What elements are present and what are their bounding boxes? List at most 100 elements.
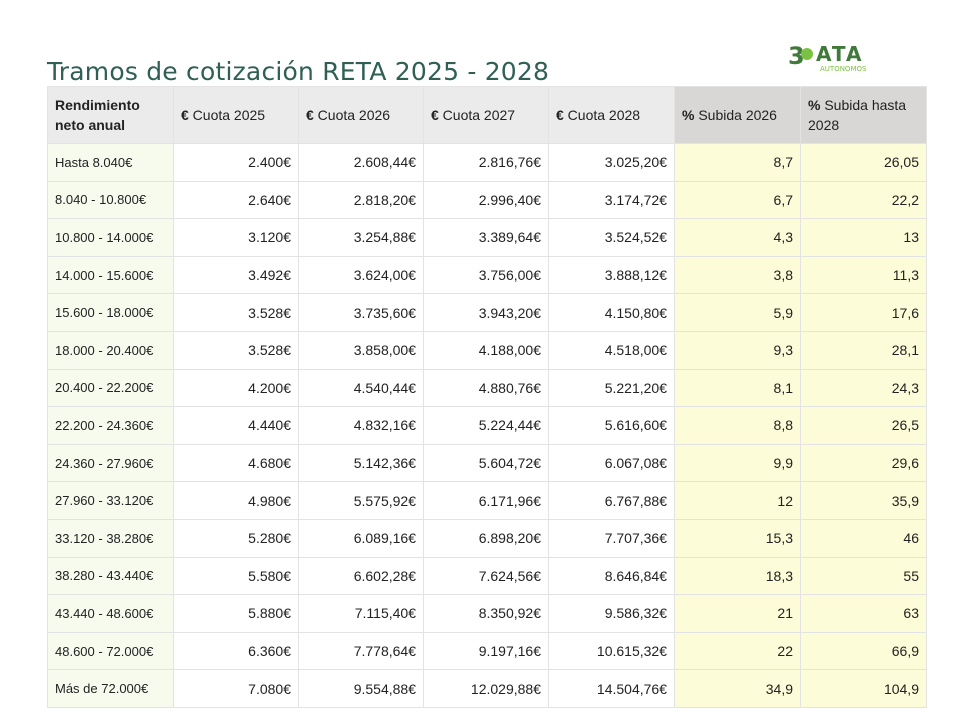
quota-cell: 3.858,00€ [298,330,424,370]
cotizacion-table: Rendimiento neto anual € Cuota 2025 € Cuot… [47,86,927,708]
income-range-cell: 15.600 - 18.000€ [47,293,174,332]
quota-cell: 2.996,40€ [423,180,549,220]
quota-cell: 3.943,20€ [423,293,549,332]
quota-cell: 2.400€ [173,143,299,182]
table-row: 20.400 - 22.200€ 4.200€ 4.540,44€ 4.880,76€… [47,368,927,408]
quota-cell: 6.767,88€ [548,481,675,520]
income-range-cell: Más de 72.000€ [47,669,174,708]
quota-cell: 5.142,36€ [298,443,424,483]
percent-cell: 12 [674,481,801,520]
quota-cell: 8.350,92€ [423,594,549,633]
quota-cell: 3.756,00€ [423,255,549,295]
header-label: Subida 2026 [694,107,777,123]
quota-cell: 3.120€ [173,218,299,257]
percent-cell: 29,6 [800,443,927,483]
quota-cell: 5.880€ [173,594,299,633]
quota-cell: 4.150,80€ [548,293,675,332]
table-row: 38.280 - 43.440€ 5.580€ 6.602,28€ 7.624,56€… [47,556,927,596]
quota-cell: 7.778,64€ [298,631,424,671]
quota-cell: 6.898,20€ [423,518,549,558]
quota-cell: 3.735,60€ [298,293,424,332]
quota-cell: 3.524,52€ [548,218,675,257]
svg-text:ATA: ATA [816,42,864,66]
percent-cell: 22,2 [800,180,927,220]
quota-cell: 3.528€ [173,330,299,370]
table-row: Más de 72.000€ 7.080€ 9.554,88€ 12.029,88€ 1… [47,669,927,708]
quota-cell: 4.200€ [173,368,299,408]
ata-autonomos-logo: 3 ATA AUTONOMOS [788,42,886,73]
quota-cell: 3.025,20€ [548,143,675,182]
percent-cell: 28,1 [800,330,927,370]
quota-cell: 4.880,76€ [423,368,549,408]
column-header: € Cuota 2026 [298,86,424,144]
svg-text:3: 3 [788,42,805,70]
percent-cell: 104,9 [800,669,927,708]
percent-cell: 21 [674,594,801,633]
income-range-cell: 24.360 - 27.960€ [47,443,174,483]
quota-cell: 5.575,92€ [298,481,424,520]
percent-cell: 24,3 [800,368,927,408]
percent-cell: 35,9 [800,481,927,520]
income-range-cell: 22.200 - 24.360€ [47,406,174,445]
quota-cell: 3.624,00€ [298,255,424,295]
header-label: Subida hasta 2028 [808,97,907,133]
quota-cell: 6.360€ [173,631,299,671]
header-symbol: Rendimiento neto anual [55,97,140,133]
quota-cell: 14.504,76€ [548,669,675,708]
table-row: 15.600 - 18.000€ 3.528€ 3.735,60€ 3.943,20€… [47,293,927,332]
table-row: 14.000 - 15.600€ 3.492€ 3.624,00€ 3.756,00€… [47,255,927,295]
header-label: Cuota 2028 [563,107,641,123]
quota-cell: 4.188,00€ [423,330,549,370]
quota-cell: 5.280€ [173,518,299,558]
percent-cell: 15,3 [674,518,801,558]
income-range-cell: 8.040 - 10.800€ [47,180,174,220]
income-range-cell: 27.960 - 33.120€ [47,481,174,520]
income-range-cell: 14.000 - 15.600€ [47,255,174,295]
table-row: Hasta 8.040€ 2.400€ 2.608,44€ 2.816,76€ 3.02… [47,143,927,182]
quota-cell: 4.518,00€ [548,330,675,370]
quota-cell: 2.816,76€ [423,143,549,182]
quota-cell: 5.616,60€ [548,406,675,445]
income-range-cell: 10.800 - 14.000€ [47,218,174,257]
column-header: € Cuota 2027 [423,86,549,144]
quota-cell: 4.680€ [173,443,299,483]
percent-cell: 8,7 [674,143,801,182]
quota-cell: 3.888,12€ [548,255,675,295]
header-label: Cuota 2027 [438,107,516,123]
header-label: Cuota 2025 [188,107,266,123]
quota-cell: 7.115,40€ [298,594,424,633]
table-row: 18.000 - 20.400€ 3.528€ 3.858,00€ 4.188,00€… [47,330,927,370]
percent-cell: 46 [800,518,927,558]
quota-cell: 4.540,44€ [298,368,424,408]
quota-cell: 9.197,16€ [423,631,549,671]
quota-cell: 12.029,88€ [423,669,549,708]
quota-cell: 7.707,36€ [548,518,675,558]
table-row: 48.600 - 72.000€ 6.360€ 7.778,64€ 9.197,16€… [47,631,927,671]
percent-cell: 8,1 [674,368,801,408]
table-row: 33.120 - 38.280€ 5.280€ 6.089,16€ 6.898,20€… [47,518,927,558]
quota-cell: 10.615,32€ [548,631,675,671]
percent-cell: 26,05 [800,143,927,182]
percent-cell: 9,9 [674,443,801,483]
quota-cell: 3.528€ [173,293,299,332]
quota-cell: 6.171,96€ [423,481,549,520]
percent-cell: 55 [800,556,927,596]
table-row: 27.960 - 33.120€ 4.980€ 5.575,92€ 6.171,96€… [47,481,927,520]
header-symbol: % [682,107,695,123]
percent-cell: 13 [800,218,927,257]
quota-cell: 6.089,16€ [298,518,424,558]
quota-cell: 3.492€ [173,255,299,295]
income-range-cell: 48.600 - 72.000€ [47,631,174,671]
table-row: 10.800 - 14.000€ 3.120€ 3.254,88€ 3.389,64€… [47,218,927,257]
header-symbol: € [306,107,314,123]
header-symbol: % [808,97,821,113]
quota-cell: 2.818,20€ [298,180,424,220]
percent-cell: 3,8 [674,255,801,295]
column-header: Rendimiento neto anual [47,86,174,144]
quota-cell: 9.554,88€ [298,669,424,708]
quota-cell: 6.067,08€ [548,443,675,483]
table-row: 24.360 - 27.960€ 4.680€ 5.142,36€ 5.604,72€… [47,443,927,483]
header-label: Cuota 2026 [313,107,391,123]
income-range-cell: 43.440 - 48.600€ [47,594,174,633]
table-row: 8.040 - 10.800€ 2.640€ 2.818,20€ 2.996,40€ 3… [47,180,927,220]
